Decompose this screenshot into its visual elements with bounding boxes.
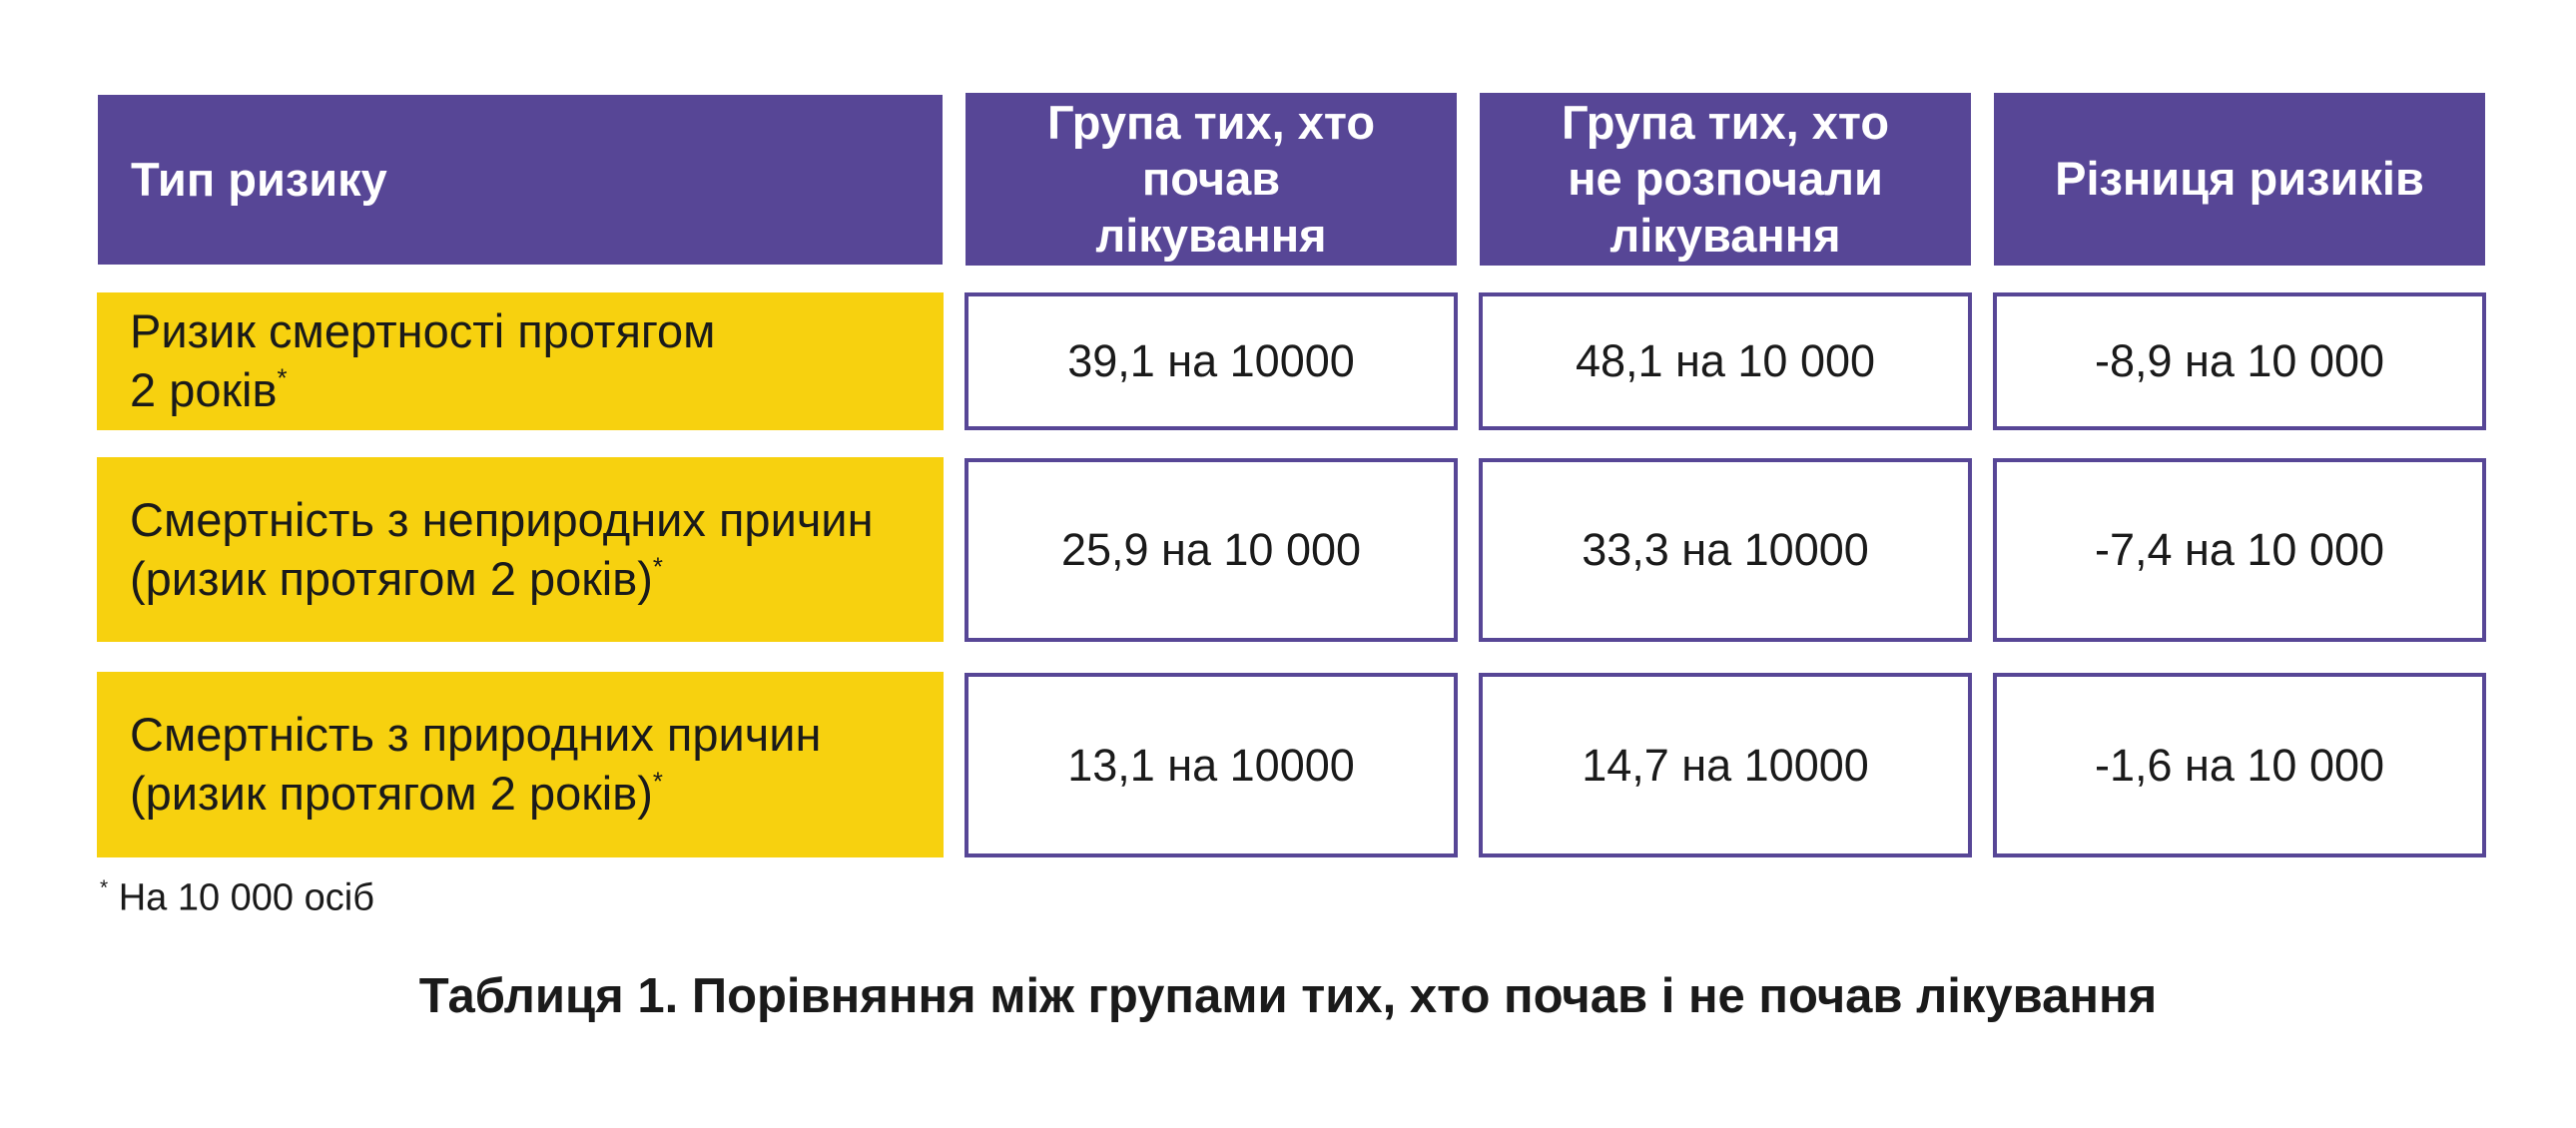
header-treated-group: Група тих, хто почав лікування (966, 93, 1457, 266)
risk-cell: Ризик смертності протягом 2 років* (97, 292, 944, 430)
risk-label-line1: Смертність з неприродних причин (130, 492, 874, 546)
value-text: 14,7 на 10000 (1582, 739, 1869, 791)
difference-value: -8,9 на 10 000 (1993, 292, 2486, 430)
value-text: 33,3 на 10000 (1582, 524, 1869, 575)
header-untreated-group: Група тих, хто не розпочали лікування (1480, 93, 1971, 266)
footnote-marker: * (652, 553, 663, 582)
treated-value: 13,1 на 10000 (965, 673, 1458, 857)
value-text: -1,6 на 10 000 (2094, 739, 2385, 791)
value-text: 25,9 на 10 000 (1060, 524, 1362, 575)
untreated-value: 14,7 на 10000 (1479, 673, 1972, 857)
value-text: -7,4 на 10 000 (2094, 524, 2385, 575)
footnote-marker: * (652, 768, 663, 797)
header-risk-type: Тип ризику (98, 95, 943, 265)
value-text: 48,1 на 10 000 (1575, 335, 1876, 386)
value-text: 39,1 на 10000 (1067, 335, 1355, 386)
header-label: Група тих, хто не розпочали лікування (1561, 95, 1890, 262)
risk-label-line1: Ризик смертності протягом (130, 304, 716, 358)
header-risk-difference: Різниця ризиків (1994, 93, 2485, 266)
value-text: 13,1 на 10000 (1067, 739, 1355, 791)
difference-value: -7,4 на 10 000 (1993, 458, 2486, 642)
untreated-value: 33,3 на 10000 (1479, 458, 1972, 642)
header-label: Група тих, хто почав лікування (1046, 95, 1376, 262)
risk-label-line2: (ризик протягом 2 років) (130, 551, 653, 605)
difference-value: -1,6 на 10 000 (1993, 673, 2486, 857)
risk-cell: Смертність з неприродних причин (ризик п… (97, 457, 944, 642)
risk-label-line1: Смертність з природних причин (130, 708, 822, 762)
header-label: Тип ризику (131, 152, 387, 206)
untreated-value: 48,1 на 10 000 (1479, 292, 1972, 430)
treated-value: 25,9 на 10 000 (965, 458, 1458, 642)
risk-label-line2: 2 років (130, 363, 278, 416)
table-caption: Таблиця 1. Порівняння між групами тих, х… (418, 969, 2158, 1023)
footnote-text: На 10 000 осіб (108, 876, 374, 919)
value-text: -8,9 на 10 000 (2094, 335, 2385, 386)
risk-cell: Смертність з природних причин (ризик про… (97, 672, 944, 857)
footnote-marker: * (100, 876, 109, 899)
footnote-marker: * (277, 364, 288, 393)
risk-label-line2: (ризик протягом 2 років) (130, 767, 653, 820)
footnote: * На 10 000 осіб (100, 876, 374, 920)
treated-value: 39,1 на 10000 (965, 292, 1458, 430)
header-label: Різниця ризиків (2055, 152, 2424, 206)
